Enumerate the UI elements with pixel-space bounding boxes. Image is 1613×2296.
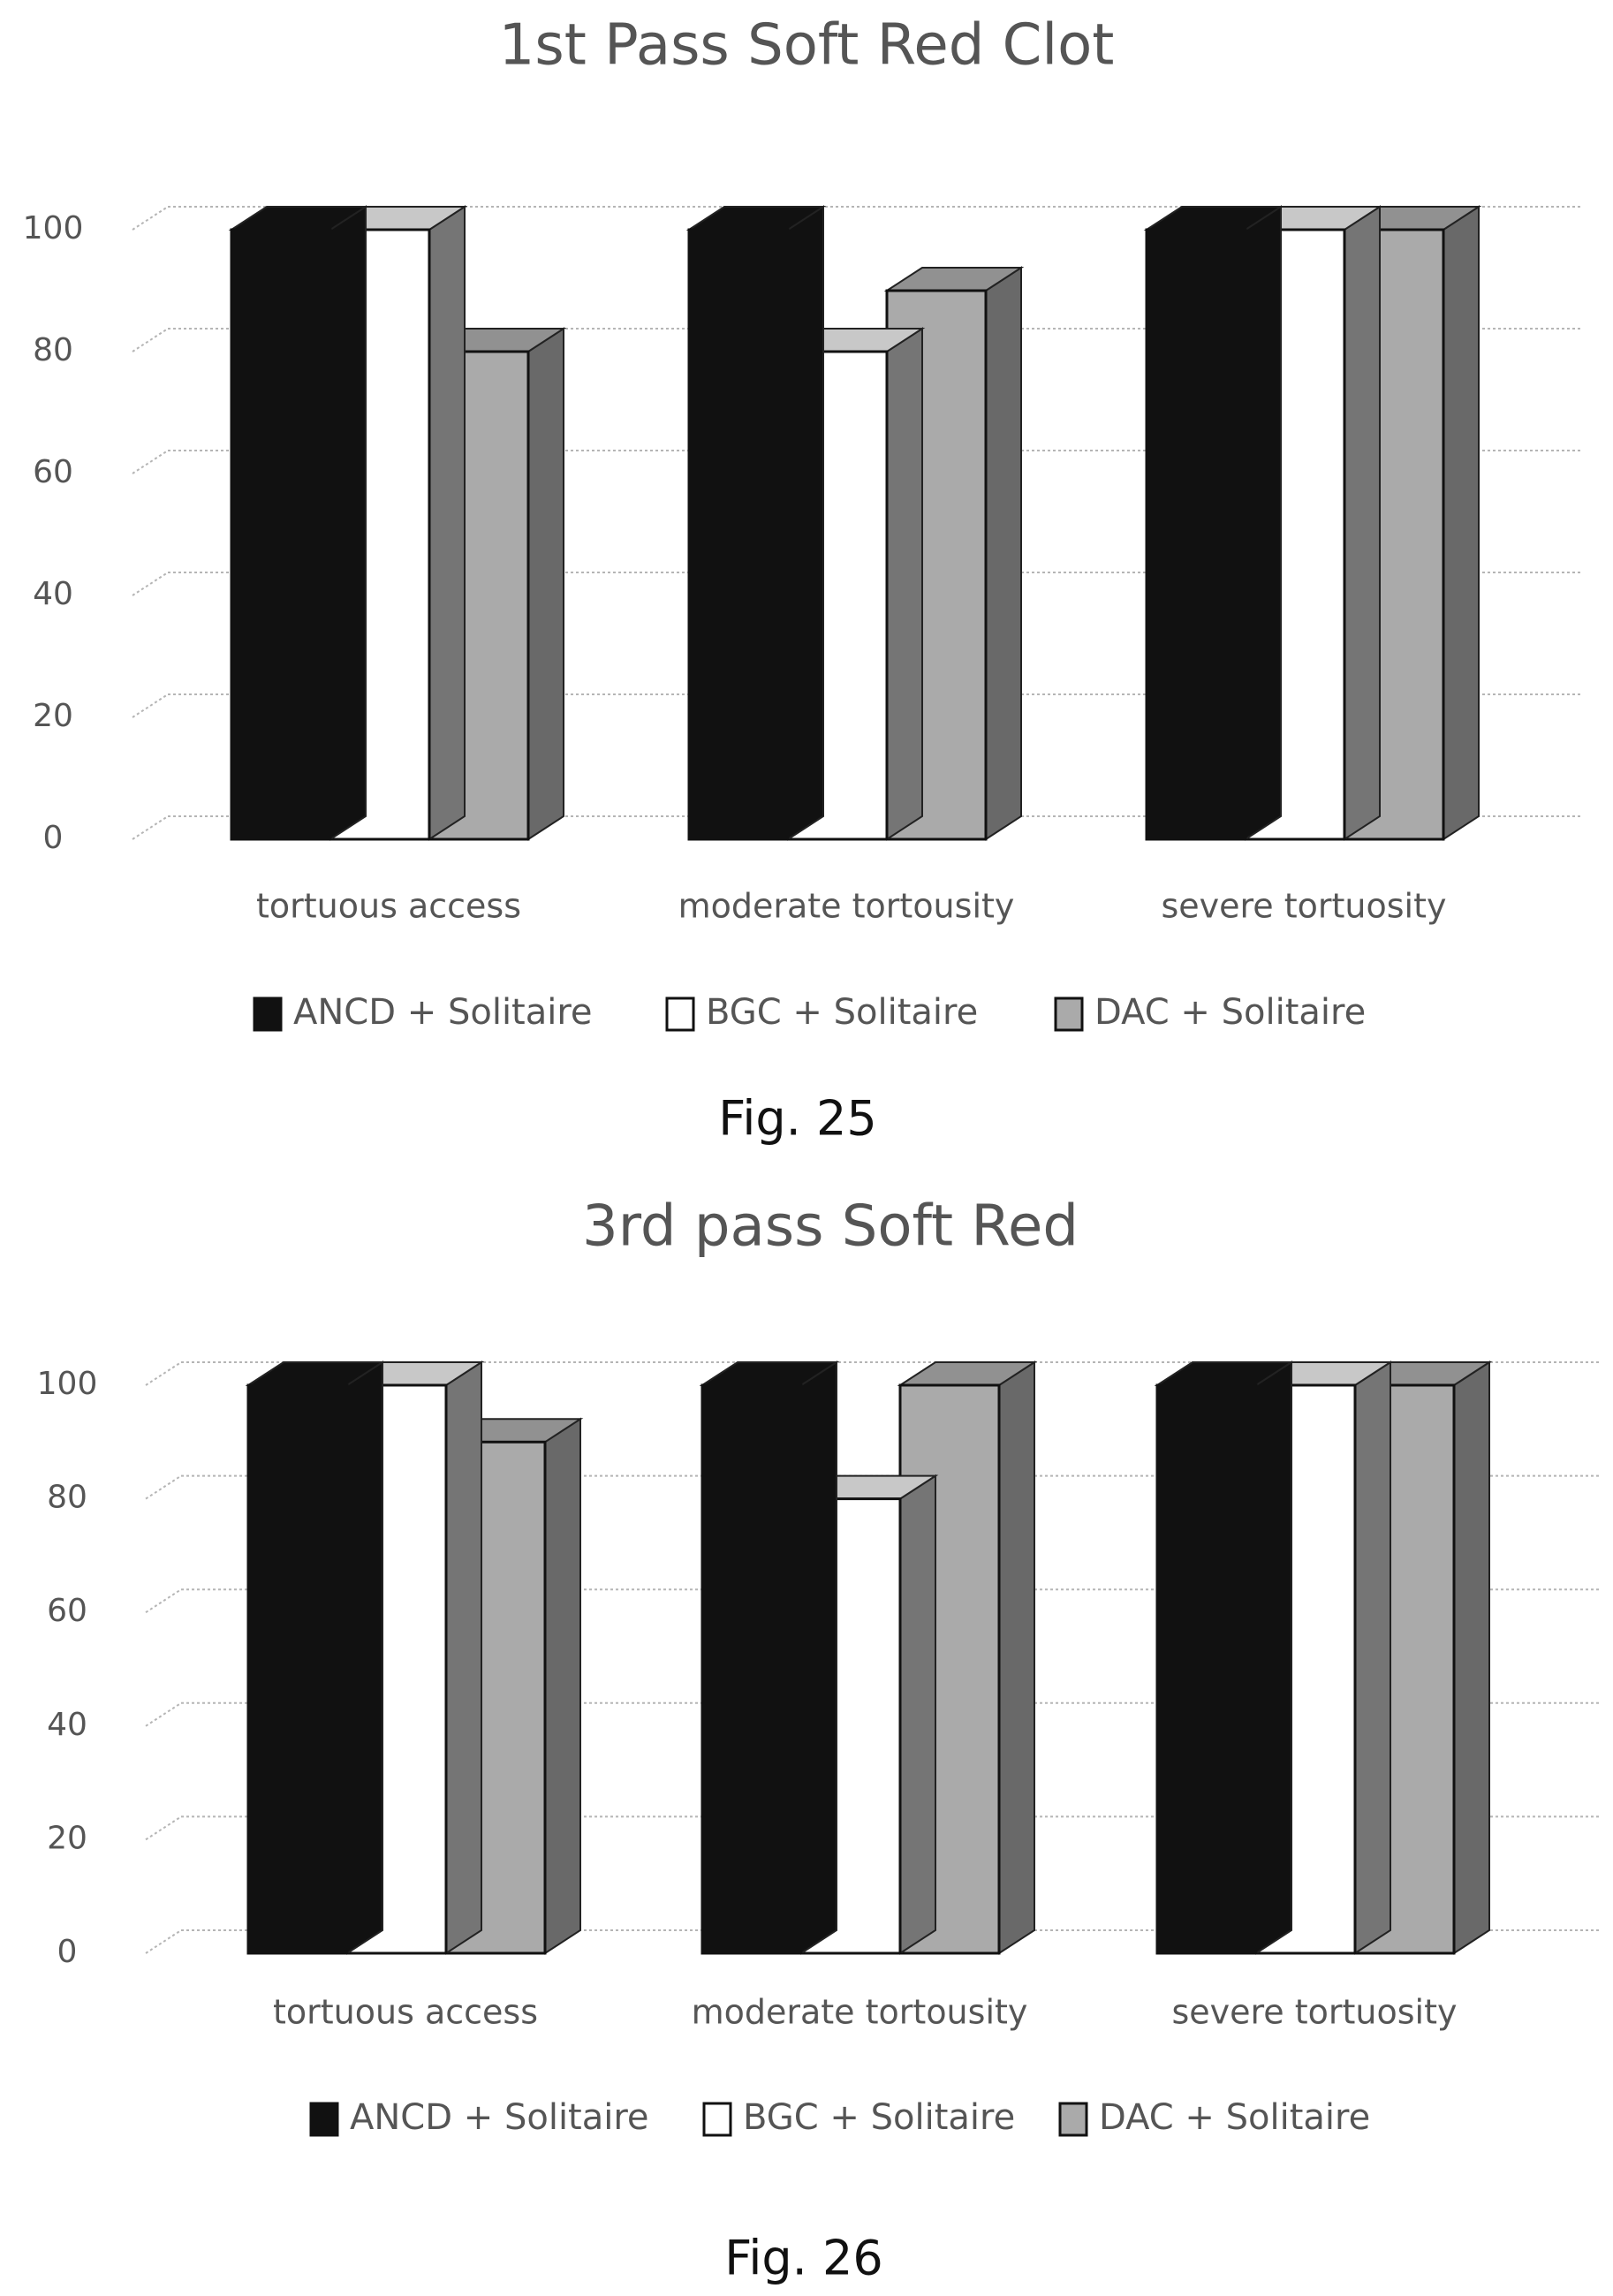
bar-side xyxy=(801,1362,837,1953)
gridline-depth xyxy=(133,816,168,839)
chart-title: 1st Pass Soft Red Clot xyxy=(499,13,1115,79)
y-tick-label: 40 xyxy=(47,1707,87,1743)
y-tick-label: 60 xyxy=(33,454,73,490)
legend-label: DAC + Solitaire xyxy=(1094,992,1366,1033)
y-tick-label: 0 xyxy=(43,820,64,856)
y-tick-label: 100 xyxy=(23,210,84,246)
bar-side xyxy=(999,1362,1034,1953)
legend-swatch xyxy=(704,2103,731,2135)
bar-side xyxy=(788,207,823,839)
gridline-depth xyxy=(133,572,168,595)
bar xyxy=(1157,1385,1256,1953)
gridline-depth xyxy=(146,1703,181,1726)
bar-side xyxy=(887,329,922,839)
legend-label: BGC + Solitaire xyxy=(743,2097,1015,2138)
legend-label: ANCD + Solitaire xyxy=(293,992,593,1033)
chart-fig25: 1st Pass Soft Red Clot 0 20 40 60 80 100 tortuo… xyxy=(0,0,1613,1148)
legend-swatch xyxy=(254,998,281,1030)
y-tick-label: 80 xyxy=(47,1480,87,1516)
bar-side xyxy=(446,1362,481,1953)
chart-title: 3rd pass Soft Red xyxy=(582,1194,1079,1260)
y-tick-label: 20 xyxy=(47,1820,87,1856)
category-label: severe tortuosity xyxy=(1161,887,1446,926)
legend-swatch xyxy=(667,998,693,1030)
bar xyxy=(231,230,330,839)
gridline-depth xyxy=(133,694,168,717)
y-tick-label: 80 xyxy=(33,332,73,368)
gridline-depth xyxy=(146,1816,181,1839)
bar-side xyxy=(1454,1362,1489,1953)
bar-side xyxy=(1443,207,1479,839)
gridline-depth xyxy=(146,1930,181,1953)
bar-side xyxy=(347,1362,382,1953)
legend-label: BGC + Solitaire xyxy=(706,992,978,1033)
legend-swatch xyxy=(311,2103,337,2135)
category-label: moderate tortousity xyxy=(692,1993,1028,2032)
figure-25: 1st Pass Soft Red Clot 0 20 40 60 80 100 tortuo… xyxy=(0,0,1613,1148)
category-label: severe tortuosity xyxy=(1171,1993,1457,2032)
bar xyxy=(1147,230,1246,839)
gridline-depth xyxy=(133,451,168,474)
gridline-depth xyxy=(146,1589,181,1612)
gridline-depth xyxy=(146,1362,181,1385)
gridline-depth xyxy=(133,329,168,352)
legend-swatch xyxy=(1056,998,1082,1030)
bar xyxy=(689,230,788,839)
bar-side xyxy=(1344,207,1380,839)
gridline-depth xyxy=(133,207,168,230)
chart-fig26: 3rd pass Soft Red 0 20 40 60 80 100 tortuous ac… xyxy=(0,1148,1613,2296)
y-tick-label: 60 xyxy=(47,1593,87,1629)
bar-side xyxy=(330,207,366,839)
bar-side xyxy=(545,1419,580,1953)
bar-side xyxy=(1256,1362,1291,1953)
legend-label: ANCD + Solitaire xyxy=(350,2097,649,2138)
figure-26: 3rd pass Soft Red 0 20 40 60 80 100 tortuous ac… xyxy=(0,1148,1613,2296)
legend-label: DAC + Solitaire xyxy=(1099,2097,1370,2138)
category-label: moderate tortousity xyxy=(678,887,1015,926)
gridline-depth xyxy=(146,1476,181,1499)
bar-side xyxy=(900,1476,935,1953)
bar-side xyxy=(986,268,1021,839)
figure-caption: Fig. 26 xyxy=(724,2231,882,2286)
category-label: tortuous access xyxy=(256,887,521,926)
bar-side xyxy=(1246,207,1281,839)
legend-swatch xyxy=(1060,2103,1087,2135)
y-tick-label: 0 xyxy=(57,1934,78,1970)
category-label: tortuous access xyxy=(273,1993,538,2032)
bar-side xyxy=(429,207,465,839)
figure-caption: Fig. 25 xyxy=(718,1091,876,1147)
bar xyxy=(702,1385,801,1953)
y-tick-label: 20 xyxy=(33,698,73,734)
bar-side xyxy=(1355,1362,1390,1953)
bar-side xyxy=(528,329,564,839)
bar xyxy=(248,1385,347,1953)
y-tick-label: 40 xyxy=(33,576,73,612)
y-tick-label: 100 xyxy=(37,1366,98,1402)
